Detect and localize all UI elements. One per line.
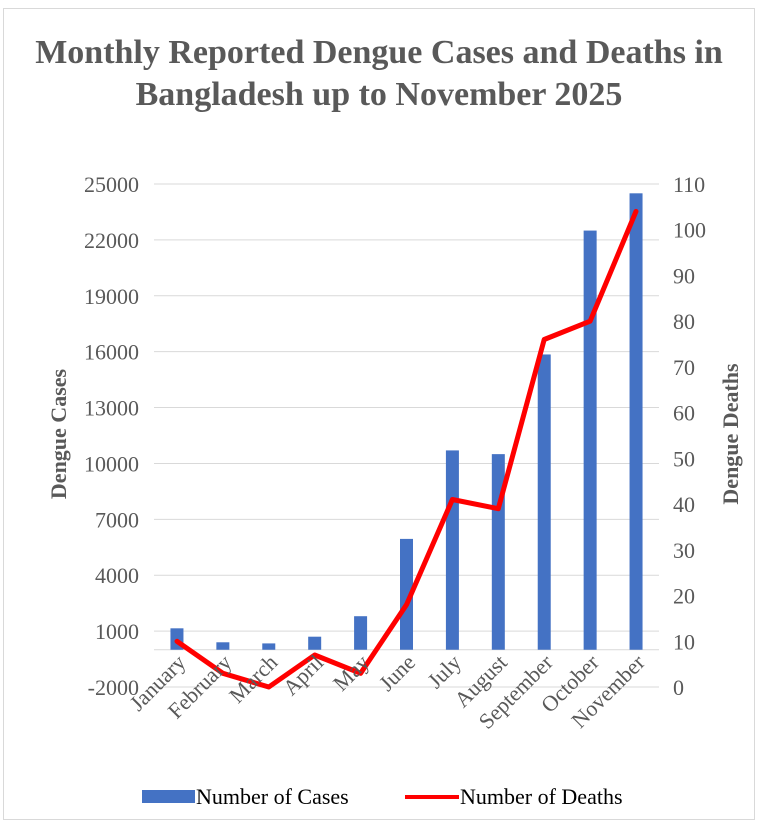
bar-cases	[445, 450, 459, 650]
bar-cases	[216, 642, 230, 650]
y-tick-label-right: 50	[673, 446, 695, 471]
y-tick-label-left: 4000	[95, 563, 139, 588]
y-tick-label-left: 19000	[84, 284, 139, 309]
y-tick-label-left: 1000	[95, 619, 139, 644]
y-tick-label-left: 13000	[84, 396, 139, 421]
bar-cases	[537, 354, 551, 650]
bar-cases	[354, 616, 368, 650]
y-tick-label-right: 10	[673, 629, 695, 654]
cases-bars	[170, 193, 643, 650]
bar-cases	[583, 230, 597, 650]
right-axis-ticks: 0 10 20 30 40 50 60 70 80 90 100 110	[673, 172, 706, 700]
bar-cases	[400, 538, 413, 650]
y-tick-label-right: 70	[673, 355, 695, 380]
legend: Number of Cases Number of Deaths	[142, 784, 623, 809]
y-tick-label-right: 0	[673, 675, 684, 700]
y-tick-label-left: 16000	[84, 340, 139, 365]
y-tick-label-right: 100	[673, 218, 706, 243]
y-tick-label-left: 22000	[84, 228, 139, 253]
y-tick-label-right: 90	[673, 263, 695, 288]
y-axis-label-left: Dengue Cases	[46, 368, 71, 499]
y-tick-label-left: 7000	[95, 507, 139, 532]
legend-label-cases: Number of Cases	[196, 784, 349, 809]
chart-title: Monthly Reported Dengue Cases and Deaths…	[35, 34, 723, 113]
bar-cases	[629, 193, 643, 650]
deaths-line	[174, 208, 639, 690]
left-axis-ticks: -2000 1000 4000 7000 10000 13000 16000 19000 220…	[84, 172, 139, 700]
y-tick-label-right: 60	[673, 401, 695, 426]
x-tick-label: June	[374, 650, 420, 696]
legend-swatch-cases	[142, 790, 195, 803]
y-tick-label-right: 20	[673, 584, 695, 609]
y-tick-label-left: -2000	[88, 675, 139, 700]
y-tick-label-right: 40	[673, 492, 695, 517]
y-tick-label-left: 25000	[84, 172, 139, 197]
y-tick-label-right: 30	[673, 538, 695, 563]
line-deaths	[174, 208, 639, 690]
y-tick-label-right: 110	[673, 172, 705, 197]
y-tick-label-left: 10000	[84, 451, 139, 476]
bar-cases	[308, 636, 322, 650]
x-tick-label: May	[328, 650, 374, 696]
y-axis-label-right: Dengue Deaths	[718, 363, 743, 505]
bar-cases	[262, 643, 276, 650]
y-tick-label-right: 80	[673, 309, 695, 334]
legend-label-deaths: Number of Deaths	[460, 784, 623, 809]
